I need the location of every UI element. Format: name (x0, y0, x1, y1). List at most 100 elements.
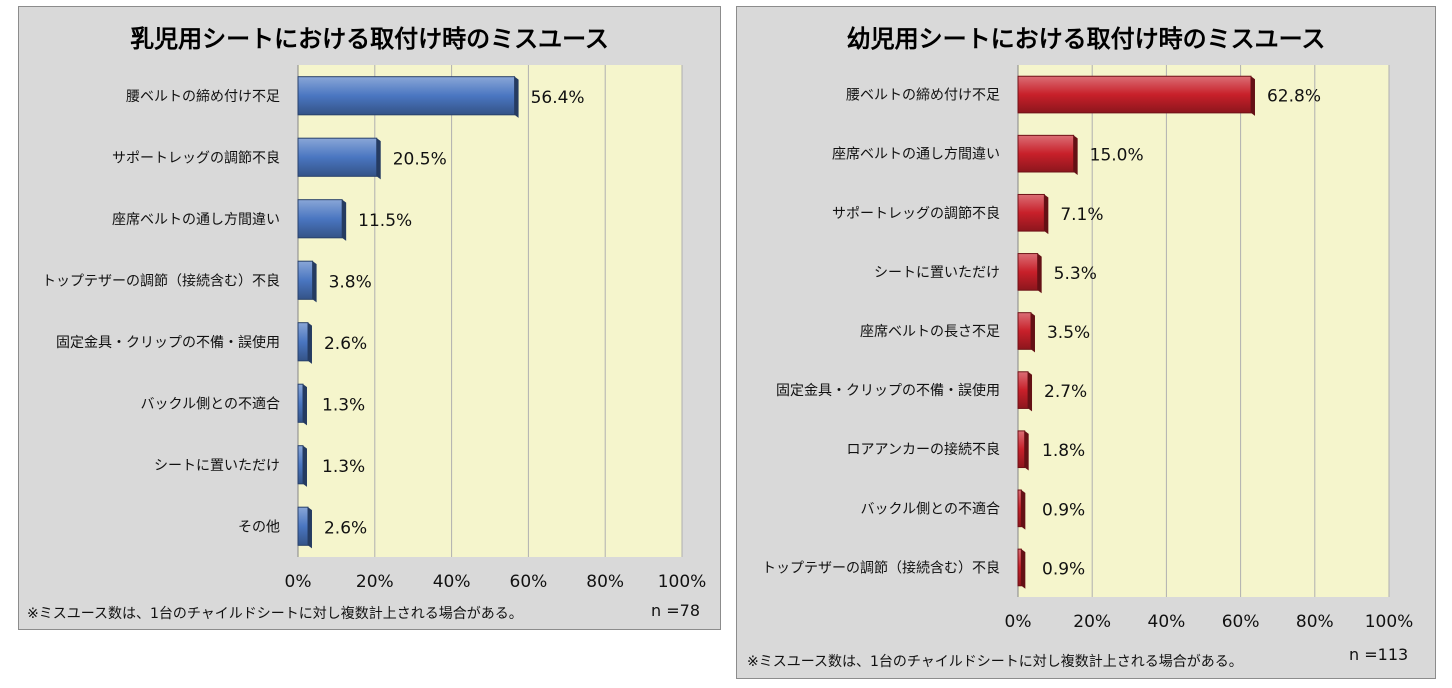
category-label: バックル側との不適合 (141, 395, 280, 412)
bar-group: サポートレッグの調節不良 7.1% (832, 193, 1104, 235)
x-tick-label: 0% (1005, 612, 1032, 632)
x-tick-label: 100% (1365, 612, 1414, 632)
data-label: 0.9% (1042, 559, 1085, 579)
footnote: ※ミスユース数は、1台のチャイルドシートに対し複数計上される場合がある。 (27, 606, 523, 622)
data-label: 62.8% (1267, 87, 1321, 107)
bar-group: バックル側との不適合 0.9% (861, 489, 1085, 530)
bar-depth (1021, 490, 1026, 530)
category-label: サポートレッグの調節不良 (112, 149, 280, 166)
bar (1017, 548, 1022, 587)
category-label: トップテザーの調節（接続含む）不良 (762, 559, 1000, 576)
bar-group: トップテザーの調節（接続含む）不良 0.9% (762, 548, 1085, 589)
category-label: 座席ベルトの通し方間違い (112, 212, 280, 228)
data-label: 2.7% (1044, 382, 1087, 402)
bar (297, 260, 314, 300)
x-tick-label: 80% (586, 572, 624, 592)
x-tick-label: 80% (1296, 612, 1334, 632)
bar-group: シートに置いただけ 1.3% (154, 445, 365, 487)
bar-group: 固定金具・クリップの不備・誤使用 2.7% (776, 371, 1087, 412)
x-tick-label: 40% (433, 572, 471, 592)
category-label: その他 (238, 519, 280, 535)
bar (1017, 371, 1029, 409)
category-label: 腰ベルトの締め付け不足 (126, 88, 280, 105)
bar-group: トップテザーの調節（接続含む）不良 3.8% (42, 260, 372, 303)
bar-depth (1044, 194, 1049, 235)
sample-size: n =113 (1349, 645, 1409, 664)
bar-depth (1037, 253, 1042, 294)
category-label: トップテザーの調節（接続含む）不良 (42, 272, 280, 289)
infant-bar-chart: 0% 20% 40% 60% 80% 100% 腰ベルトの締め付け不足 56.4% サポートレッ… (42, 65, 707, 592)
data-label: 15.0% (1090, 146, 1144, 166)
data-label: 3.8% (329, 272, 372, 292)
data-label: 1.3% (322, 395, 365, 415)
bar-depth (376, 138, 381, 180)
x-tick-label: 0% (285, 572, 312, 592)
bar-depth (1030, 312, 1035, 353)
bar-group: 座席ベルトの長さ不足 3.5% (860, 312, 1090, 353)
bar-depth (1021, 549, 1026, 589)
data-label: 2.6% (324, 518, 367, 538)
bar-group: 腰ベルトの締め付け不足 62.8% (846, 75, 1321, 116)
data-label: 0.9% (1042, 500, 1085, 520)
category-label: ロアアンカーの接続不良 (847, 441, 1000, 458)
bar-depth (307, 507, 312, 549)
x-tick-label: 60% (510, 572, 548, 592)
bar-depth (312, 261, 317, 303)
toddler-chart-panel: 幼児用シートにおける取付け時のミスユース 0% 20% 40% 60% 80% 100% 腰… (736, 6, 1436, 679)
plot-area (1018, 65, 1389, 597)
chart-title: 幼児用シートにおける取付け時のミスユース (846, 25, 1326, 53)
bar-group: サポートレッグの調節不良 20.5% (112, 137, 447, 180)
data-label: 11.5% (358, 211, 412, 231)
data-label: 3.5% (1047, 323, 1090, 343)
bar (1017, 193, 1045, 232)
bar (297, 76, 516, 116)
bar (297, 383, 304, 423)
data-label: 5.3% (1054, 264, 1097, 284)
bar-group: シートに置いただけ 5.3% (874, 253, 1097, 294)
toddler-bar-chart: 0% 20% 40% 60% 80% 100% 腰ベルトの締め付け不足 62.8% 座席ベルトの… (762, 65, 1414, 632)
data-label: 1.8% (1042, 441, 1085, 461)
bar-group: その他 2.6% (238, 506, 367, 549)
bar-group: ロアアンカーの接続不良 1.8% (847, 430, 1085, 471)
bar (297, 199, 343, 239)
category-label: シートに置いただけ (154, 458, 280, 474)
bar (1017, 489, 1022, 528)
bar-depth (307, 322, 312, 364)
bar-depth (1073, 135, 1078, 175)
infant-chart-panel: 乳児用シートにおける取付け時のミスユース 0% 20% 40% 60% 80% 100% 腰… (18, 6, 721, 630)
bar (1017, 134, 1075, 173)
x-tick-label: 100% (658, 572, 707, 592)
data-label: 7.1% (1060, 205, 1103, 225)
x-tick-label: 20% (356, 572, 394, 592)
category-label: サポートレッグの調節不良 (832, 205, 1000, 222)
bar-depth (1250, 76, 1255, 116)
bar-depth (302, 384, 307, 426)
bar-depth (302, 445, 307, 487)
bar-group: 座席ベルトの通し方間違い 11.5% (112, 199, 412, 241)
x-tick-label: 40% (1148, 612, 1186, 632)
bar-depth (342, 199, 347, 241)
category-label: 座席ベルトの長さ不足 (860, 324, 1000, 340)
bar (297, 506, 309, 546)
bar (1017, 75, 1252, 114)
bar-group: 固定金具・クリップの不備・誤使用 2.6% (56, 322, 367, 364)
data-label: 20.5% (393, 149, 447, 169)
bar (1017, 430, 1026, 469)
x-tick-label: 60% (1222, 612, 1260, 632)
category-label: 固定金具・クリップの不備・誤使用 (56, 334, 280, 351)
bar (297, 137, 378, 177)
data-label: 56.4% (531, 88, 585, 108)
data-label: 2.6% (324, 334, 367, 354)
category-label: 座席ベルトの通し方間違い (832, 147, 1000, 163)
category-label: 固定金具・クリップの不備・誤使用 (776, 382, 1000, 399)
bar-depth (1028, 371, 1033, 412)
bar-depth (1024, 430, 1029, 471)
x-tick-label: 20% (1073, 612, 1111, 632)
sample-size: n =78 (651, 601, 700, 620)
bar (297, 322, 309, 362)
category-label: 腰ベルトの締め付け不足 (846, 87, 1000, 104)
footnote: ※ミスユース数は、1台のチャイルドシートに対し複数計上される場合がある。 (747, 654, 1243, 670)
category-label: シートに置いただけ (874, 265, 1000, 281)
bar (1017, 312, 1032, 350)
bar-group: バックル側との不適合 1.3% (141, 383, 365, 426)
